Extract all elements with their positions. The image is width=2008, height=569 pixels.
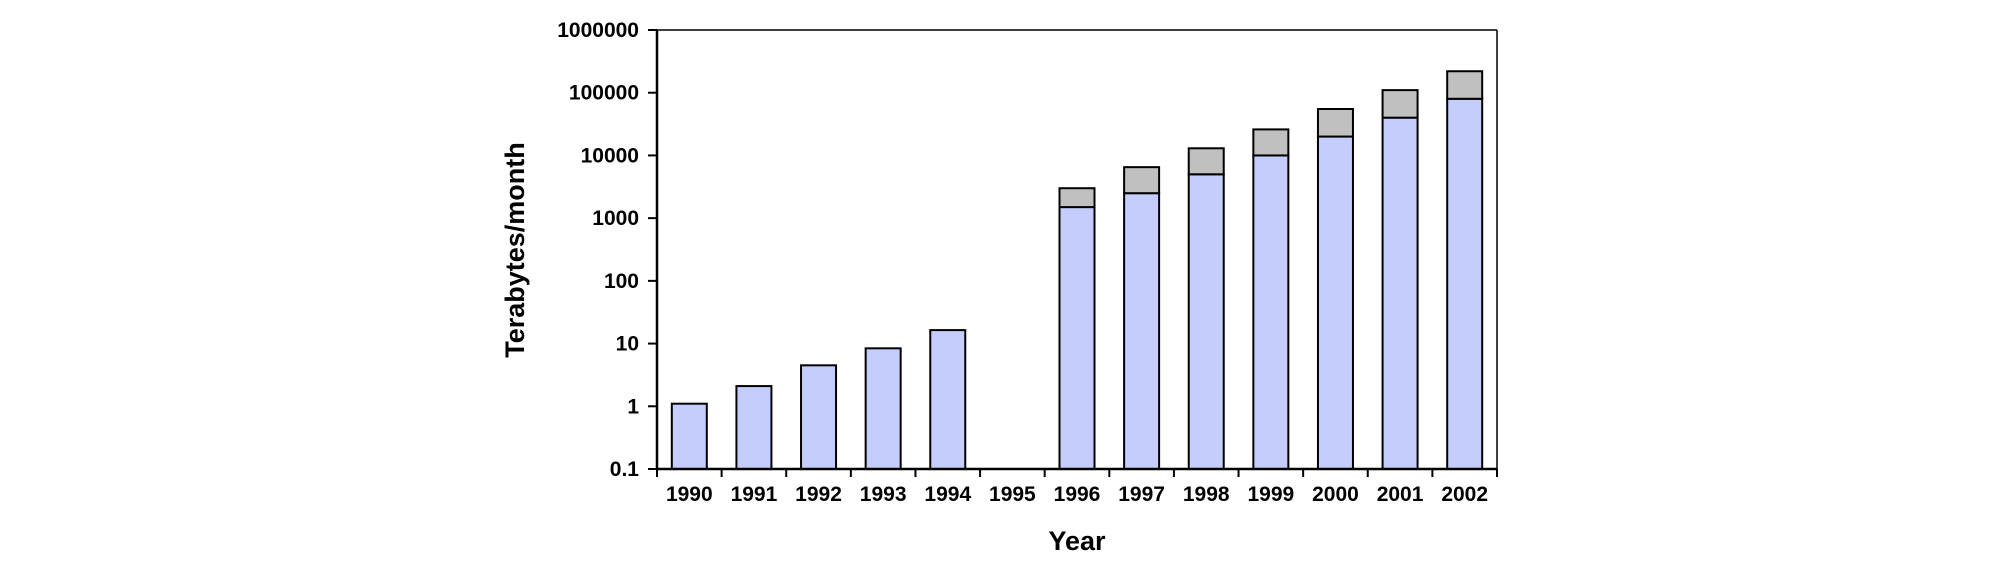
bar-series1-1996 — [1058, 206, 1096, 471]
x-tick-label: 1996 — [1054, 483, 1101, 506]
y-tick-label: 0.1 — [610, 458, 640, 481]
bar-series1-1993 — [864, 347, 902, 470]
x-tick-label: 1992 — [795, 483, 842, 506]
y-tick-label: 1 — [627, 395, 639, 418]
x-tick-label: 1994 — [924, 483, 971, 506]
y-tick-label: 10000 — [581, 144, 639, 167]
x-tick-label: 1999 — [1247, 483, 1294, 506]
y-tick-label: 1000 — [592, 207, 639, 230]
x-tick-label: 1993 — [860, 483, 907, 506]
x-ticks-group: 1990 1991 1992 1993 1994 1995 1996 1997 1998 1999… — [656, 469, 1498, 506]
bar-series1-2002 — [1446, 97, 1484, 470]
y-tick-label: 10 — [616, 333, 639, 356]
bar-series2-1999 — [1252, 128, 1290, 157]
bar-series1-2000 — [1316, 135, 1354, 470]
bar-series1-1990 — [670, 402, 708, 470]
bar-series1-1997 — [1123, 192, 1161, 470]
x-tick-label: 2000 — [1312, 483, 1359, 506]
bar-series1-1991 — [735, 385, 773, 471]
y-tick-label: 100 — [604, 270, 639, 293]
x-tick-label: 1997 — [1118, 483, 1165, 506]
x-tick-label: 1991 — [731, 483, 778, 506]
bar-series1-1992 — [800, 364, 838, 470]
bar-series2-1997 — [1123, 166, 1161, 195]
bars-group — [670, 70, 1484, 471]
y-tick-label: 1000000 — [557, 19, 639, 42]
x-axis-title: Year — [1048, 526, 1106, 556]
bar-series2-2002 — [1446, 70, 1484, 100]
x-tick-label: 2002 — [1441, 483, 1488, 506]
bar-series2-2001 — [1381, 89, 1419, 119]
y-axis-title: Terabytes/month — [500, 142, 530, 358]
y-tick-label: 100000 — [569, 82, 639, 105]
bar-series2-2000 — [1316, 107, 1354, 138]
bar-series1-2001 — [1381, 116, 1419, 470]
bar-series2-1996 — [1058, 187, 1096, 209]
y-ticks-group: 0.1 1 10 100 1000 10000 100000 1000000 — [557, 19, 657, 481]
bar-series1-1998 — [1187, 173, 1225, 470]
bar-series2-1998 — [1187, 147, 1225, 176]
x-tick-label: 1995 — [989, 483, 1036, 506]
bar-series1-1999 — [1252, 154, 1290, 470]
x-tick-label: 1998 — [1183, 483, 1230, 506]
bar-series1-1994 — [929, 329, 967, 470]
x-tick-label: 1990 — [666, 483, 713, 506]
x-tick-label: 2001 — [1377, 483, 1424, 506]
